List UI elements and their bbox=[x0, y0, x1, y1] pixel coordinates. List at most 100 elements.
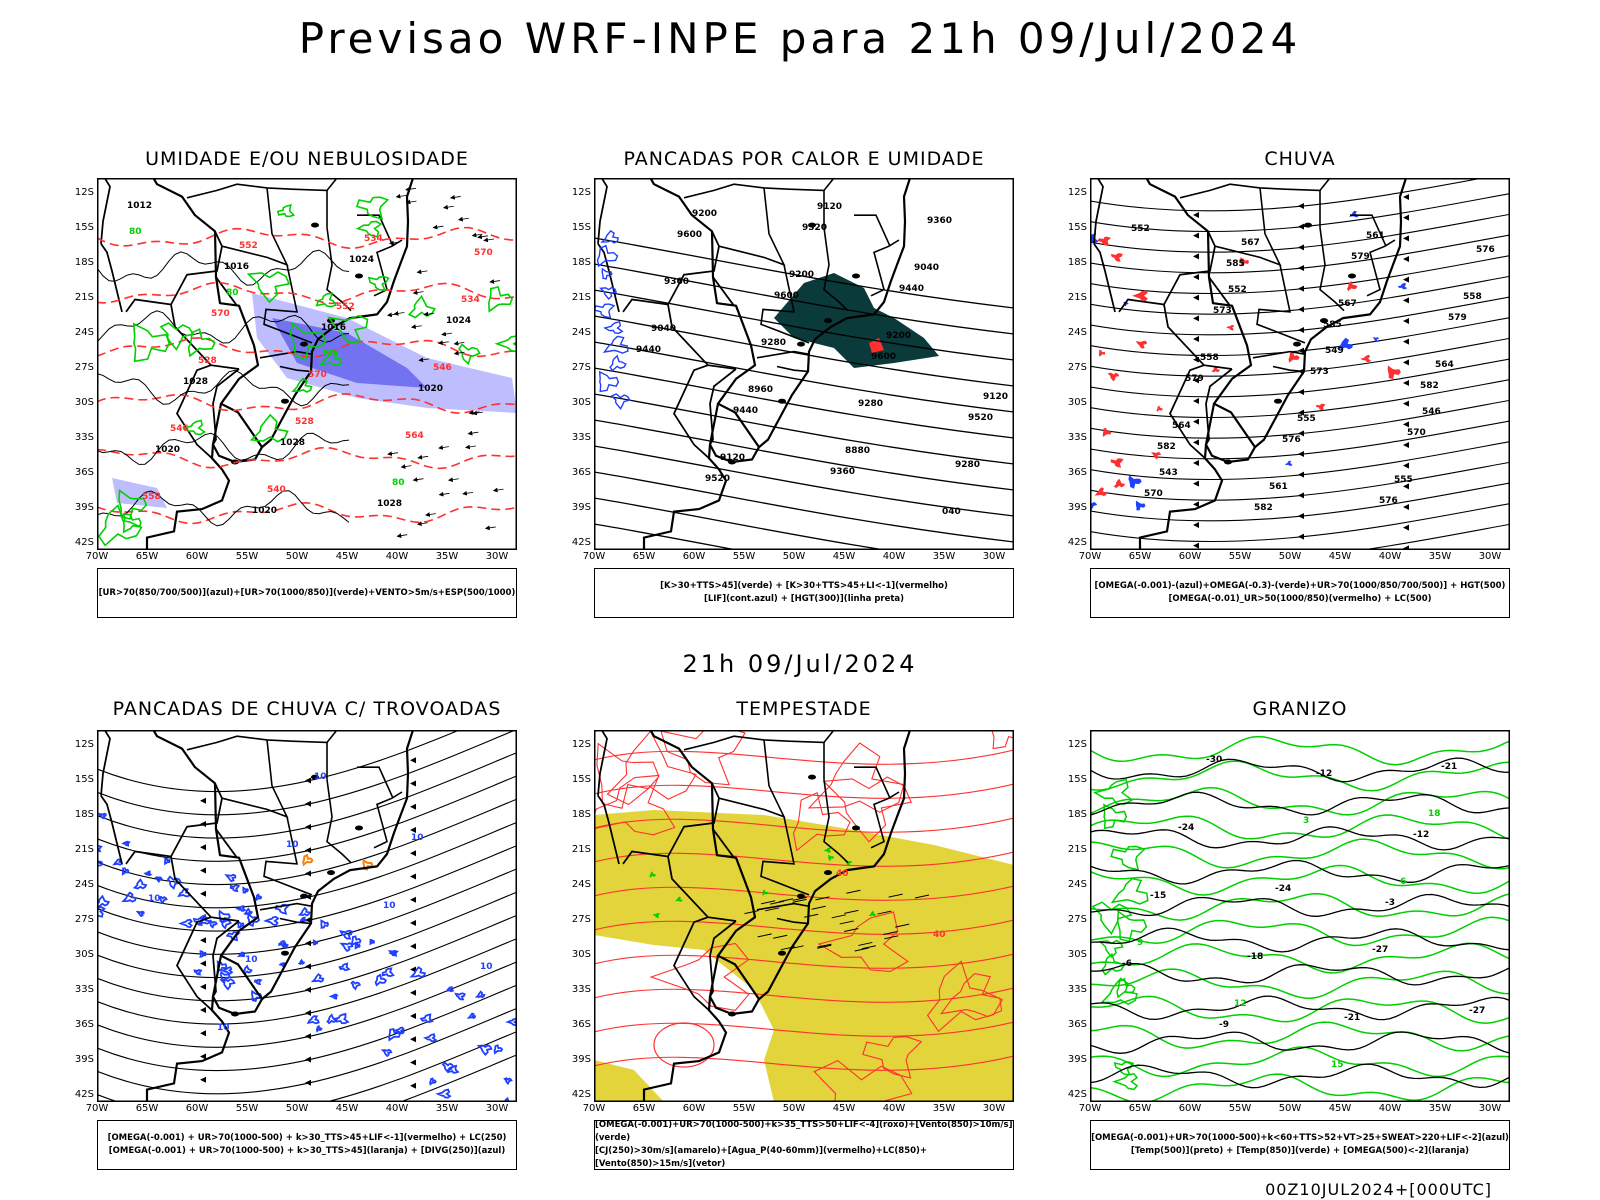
lifted-index-contour bbox=[599, 286, 618, 301]
contour-label: 9120 bbox=[983, 392, 1008, 402]
temp850-contour bbox=[1116, 910, 1148, 943]
streamline-arrow bbox=[1298, 430, 1304, 437]
divergence-contour bbox=[380, 1048, 393, 1058]
contour-label: 9360 bbox=[927, 216, 952, 226]
streamline-arrow bbox=[410, 827, 416, 833]
divergence-contour bbox=[154, 876, 164, 883]
precip-patch bbox=[1135, 340, 1147, 349]
wind-vector bbox=[389, 240, 400, 246]
divergence-contour bbox=[219, 978, 236, 991]
precip-patch bbox=[1315, 403, 1326, 411]
legend-line: [OMEGA(-0.01)_UR>50(1000/850)(vermelho) … bbox=[1168, 594, 1432, 604]
lat-tick-label: 21S bbox=[571, 844, 591, 855]
thickness-contour bbox=[97, 281, 517, 305]
contour-label: 543 bbox=[1159, 468, 1178, 478]
streamline-arrow bbox=[1403, 524, 1409, 531]
wind-vector bbox=[854, 947, 869, 952]
contour-label: 570 bbox=[211, 309, 230, 319]
streamline-arrow bbox=[1403, 214, 1409, 221]
streamline-arrow bbox=[410, 1059, 416, 1066]
contour-label: 585 bbox=[1323, 320, 1342, 330]
streamline bbox=[97, 891, 517, 979]
divergence-contour bbox=[121, 840, 131, 847]
lat-tick-label: 12S bbox=[571, 739, 591, 750]
streamline bbox=[594, 851, 1014, 867]
streamline-arrow bbox=[410, 1036, 416, 1043]
temp850-contour bbox=[1090, 760, 1510, 792]
contour-label: 3 bbox=[1303, 816, 1309, 826]
divergence-contour bbox=[251, 989, 263, 1003]
precip-patch bbox=[1387, 365, 1401, 380]
contour-label: 6 bbox=[1400, 877, 1406, 887]
divergence-contour bbox=[374, 973, 388, 987]
contour-label: 1028 bbox=[377, 499, 402, 509]
divergence-contour bbox=[297, 958, 306, 966]
streamline-arrow bbox=[1193, 460, 1199, 466]
wind-850-patch bbox=[828, 854, 834, 861]
wind-vector bbox=[817, 944, 832, 949]
lat-tick-label: 27S bbox=[74, 362, 94, 373]
wind-vector bbox=[416, 521, 428, 527]
wind-vector bbox=[839, 920, 854, 925]
divergence-contour bbox=[310, 973, 325, 983]
streamline-arrow bbox=[1193, 294, 1199, 301]
divergence-contour bbox=[263, 915, 280, 927]
streamline-arrow bbox=[305, 847, 311, 854]
streamline bbox=[1090, 255, 1510, 295]
wind-vector bbox=[438, 445, 449, 450]
legend-box-pancadas_calor: [K>30+TTS>45](verde) + [K>30+TTS>45+LI<-… bbox=[594, 568, 1014, 618]
streamline-arrow bbox=[1403, 297, 1409, 304]
streamline bbox=[97, 844, 517, 932]
temp850-contour bbox=[1090, 1073, 1510, 1102]
divergence-contour bbox=[121, 891, 137, 903]
lat-tick-label: 27S bbox=[74, 914, 94, 925]
temp850-contour bbox=[1090, 864, 1510, 896]
lon-tick-label: 65W bbox=[135, 1103, 159, 1114]
divergence-contour bbox=[224, 873, 237, 883]
thickness-contour bbox=[97, 337, 517, 358]
wind-850-patch bbox=[675, 896, 683, 902]
streamline-arrow bbox=[1298, 265, 1304, 271]
contour-label: 570 bbox=[1407, 428, 1426, 438]
streamline-arrow bbox=[1298, 223, 1304, 230]
contour-label: 9360 bbox=[830, 467, 855, 477]
lon-tick-label: 50W bbox=[285, 1103, 309, 1114]
streamline bbox=[97, 751, 517, 839]
contour-label: 10 bbox=[217, 1023, 230, 1033]
precip-patch bbox=[1132, 290, 1148, 302]
map-pancadas_trovoadas: 10 10 10 10 10 10 10 10 bbox=[97, 730, 517, 1102]
lon-tick-label: 65W bbox=[1128, 551, 1152, 562]
streamline-arrow bbox=[200, 890, 206, 897]
lat-tick-label: 33S bbox=[571, 984, 591, 995]
streamline bbox=[594, 774, 676, 836]
wind-vector bbox=[393, 311, 405, 316]
contour-label: 528 bbox=[295, 417, 314, 427]
lat-tick-label: 15S bbox=[1067, 222, 1087, 233]
lat-tick-label: 42S bbox=[74, 537, 94, 548]
streamline-arrow bbox=[200, 960, 206, 967]
humidity-contour bbox=[122, 512, 142, 534]
streamline bbox=[594, 749, 1014, 765]
streamline bbox=[1090, 234, 1510, 274]
contour-label: 582 bbox=[1254, 503, 1273, 513]
lat-tick-label: 30S bbox=[571, 397, 591, 408]
humidity-contour bbox=[118, 488, 148, 520]
lat-tick-label: 42S bbox=[571, 1089, 591, 1100]
contour-label: 528 bbox=[198, 356, 217, 366]
contour-label: 564 bbox=[405, 431, 424, 441]
contour-label: 534 bbox=[461, 295, 480, 305]
legend-box-tempestade: [OMEGA(-0.001)+UR>70(1000-500)+k>35_TTS>… bbox=[594, 1120, 1014, 1170]
divergence-contour bbox=[135, 910, 145, 918]
wind-vector bbox=[447, 477, 459, 483]
wind-vector bbox=[765, 907, 780, 912]
streamline-arrow bbox=[1403, 235, 1409, 242]
panel-title-umidade: UMIDADE E/OU NEBULOSIDADE bbox=[145, 148, 469, 170]
lat-tick-label: 30S bbox=[74, 397, 94, 408]
divergence-contour bbox=[381, 967, 395, 978]
wind-vector bbox=[432, 224, 444, 230]
lat-tick-label: 42S bbox=[571, 537, 591, 548]
streamline-arrow bbox=[1403, 400, 1409, 407]
temp500-contour bbox=[1090, 791, 1510, 816]
lat-tick-label: 18S bbox=[571, 257, 591, 268]
lon-tick-label: 40W bbox=[385, 551, 409, 562]
